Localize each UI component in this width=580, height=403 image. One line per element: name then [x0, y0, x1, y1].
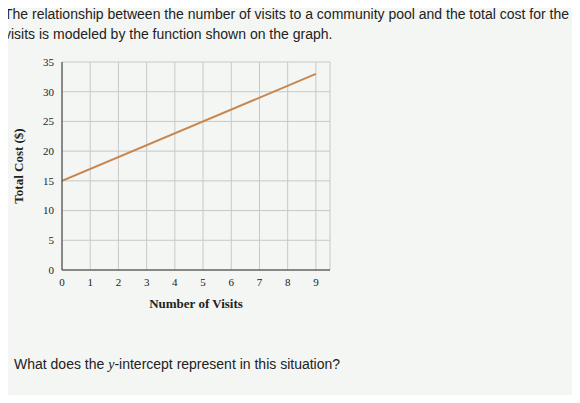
svg-text:5: 5	[49, 234, 55, 246]
html-text:The relationship between the n: The relationship between the number of v…	[4, 6, 569, 42]
svg-text:2: 2	[116, 276, 122, 288]
svg-text:15: 15	[43, 175, 55, 187]
svg-text:7: 7	[257, 276, 263, 288]
svg-text:30: 30	[43, 86, 55, 98]
svg-text:10: 10	[43, 204, 55, 216]
svg-text:0: 0	[49, 264, 55, 276]
svg-text:20: 20	[43, 145, 55, 157]
svg-text:8: 8	[285, 276, 291, 288]
svg-text:0: 0	[59, 276, 65, 288]
svg-text:25: 25	[43, 115, 55, 127]
svg-text:1: 1	[87, 276, 93, 288]
svg-text:Number of Visits: Number of Visits	[149, 296, 243, 311]
svg-text:4: 4	[172, 276, 178, 288]
svg-text:6: 6	[229, 276, 235, 288]
svg-text:Total Cost ($): Total Cost ($)	[11, 128, 26, 203]
svg-text:9: 9	[313, 276, 319, 288]
svg-text:5: 5	[200, 276, 206, 288]
html-text:What does the y -intercept rep: What does the y -intercept represent in …	[14, 356, 341, 372]
svg-text:35: 35	[43, 56, 55, 68]
svg-text:3: 3	[144, 276, 150, 288]
